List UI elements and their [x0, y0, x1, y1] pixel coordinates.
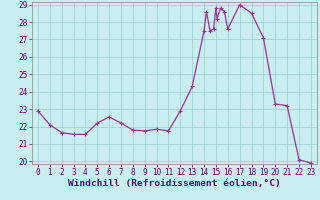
X-axis label: Windchill (Refroidissement éolien,°C): Windchill (Refroidissement éolien,°C) — [68, 179, 281, 188]
